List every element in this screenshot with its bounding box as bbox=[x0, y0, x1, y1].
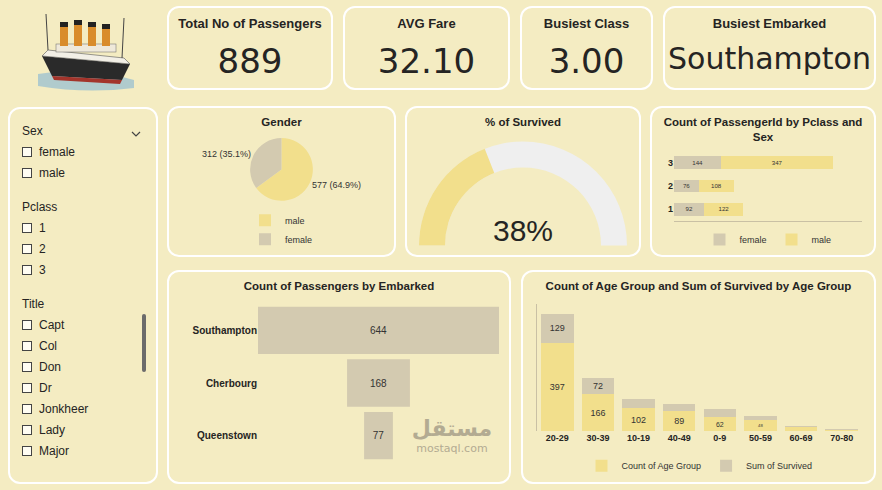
svg-text:30-39: 30-39 bbox=[586, 433, 609, 443]
svg-text:female: female bbox=[285, 235, 312, 245]
html-text:Count of Passengers by Embarke: Count of Passengers by Embarked bbox=[243, 280, 435, 292]
svg-text:129: 129 bbox=[550, 323, 565, 333]
svg-text:Sum of Survived: Sum of Survived bbox=[746, 461, 812, 471]
html-text:Don: Don bbox=[39, 359, 61, 374]
svg-text:644: 644 bbox=[370, 325, 387, 336]
html-text:889: 889 bbox=[217, 41, 283, 81]
html-text:male: male bbox=[39, 165, 65, 180]
svg-text:92: 92 bbox=[685, 205, 692, 212]
html-text:Title: Title bbox=[22, 297, 45, 311]
svg-text:male: male bbox=[812, 235, 832, 245]
svg-text:Queenstown: Queenstown bbox=[197, 430, 257, 441]
svg-text:Count of Age Group: Count of Age Group bbox=[622, 461, 702, 471]
html-text:مستقل: مستقل bbox=[411, 416, 493, 441]
html-text:Major: Major bbox=[39, 443, 69, 458]
svg-text:48: 48 bbox=[758, 423, 763, 428]
svg-text:3: 3 bbox=[668, 158, 673, 168]
svg-text:312 (35.1%): 312 (35.1%) bbox=[202, 149, 251, 159]
html-text:2: 2 bbox=[39, 241, 46, 256]
svg-text:female: female bbox=[740, 235, 767, 245]
svg-text:10-19: 10-19 bbox=[627, 433, 650, 443]
svg-text:2: 2 bbox=[668, 181, 673, 191]
html-text:Sex: Sex bbox=[22, 124, 43, 138]
html-text:Southampton: Southampton bbox=[668, 41, 871, 76]
svg-text:577 (64.9%): 577 (64.9%) bbox=[312, 180, 361, 190]
html-text:Busiest Class: Busiest Class bbox=[543, 16, 630, 31]
html-text:Total No of Passengers: Total No of Passengers bbox=[178, 16, 322, 31]
html-text:32.10: 32.10 bbox=[377, 41, 476, 81]
svg-text:0-9: 0-9 bbox=[713, 433, 726, 443]
svg-text:168: 168 bbox=[370, 378, 387, 389]
html-text:Col: Col bbox=[39, 338, 57, 353]
html-text:Count of PassengerId by Pclass: Count of PassengerId by Pclass and Sex bbox=[663, 116, 863, 143]
svg-text:72: 72 bbox=[593, 381, 603, 391]
svg-text:70-80: 70-80 bbox=[830, 433, 853, 443]
svg-text:77: 77 bbox=[373, 430, 385, 441]
html-text:Pclass: Pclass bbox=[22, 200, 58, 214]
html-text:female: female bbox=[39, 144, 75, 159]
svg-text:89: 89 bbox=[674, 416, 684, 426]
html-text:% of Survived: % of Survived bbox=[485, 116, 561, 128]
svg-text:347: 347 bbox=[772, 159, 783, 166]
html-text:Gender: Gender bbox=[261, 116, 302, 128]
svg-text:122: 122 bbox=[718, 205, 729, 212]
html-text:Count of Age Group and Sum of: Count of Age Group and Sum of Survived b… bbox=[545, 280, 852, 292]
html-text:Capt: Capt bbox=[39, 317, 65, 332]
svg-text:397: 397 bbox=[550, 382, 565, 392]
html-text:Jonkheer: Jonkheer bbox=[39, 401, 89, 416]
html-text:Busiest Embarked: Busiest Embarked bbox=[712, 16, 827, 31]
svg-text:38%: 38% bbox=[493, 214, 553, 247]
svg-text:76: 76 bbox=[683, 182, 690, 189]
svg-text:Southampton: Southampton bbox=[193, 325, 257, 336]
svg-text:102: 102 bbox=[631, 415, 646, 425]
html-text:AVG Fare: AVG Fare bbox=[397, 16, 456, 31]
html-text:3.00: 3.00 bbox=[548, 41, 625, 81]
svg-text:Cherbourg: Cherbourg bbox=[206, 378, 257, 389]
html-text:1: 1 bbox=[39, 220, 46, 235]
svg-text:40-49: 40-49 bbox=[668, 433, 691, 443]
html-text:mostaql.com: mostaql.com bbox=[416, 442, 488, 455]
svg-text:1: 1 bbox=[668, 204, 673, 214]
svg-text:144: 144 bbox=[692, 159, 703, 166]
html-text:3: 3 bbox=[39, 262, 46, 277]
svg-text:108: 108 bbox=[711, 182, 722, 189]
svg-text:62: 62 bbox=[716, 421, 724, 428]
svg-text:60-69: 60-69 bbox=[790, 433, 813, 443]
svg-text:50-59: 50-59 bbox=[749, 433, 772, 443]
svg-text:20-29: 20-29 bbox=[546, 433, 569, 443]
html-text:Dr: Dr bbox=[39, 380, 52, 395]
svg-text:166: 166 bbox=[590, 408, 605, 418]
svg-text:male: male bbox=[285, 216, 305, 226]
html-text:Lady: Lady bbox=[39, 422, 65, 437]
